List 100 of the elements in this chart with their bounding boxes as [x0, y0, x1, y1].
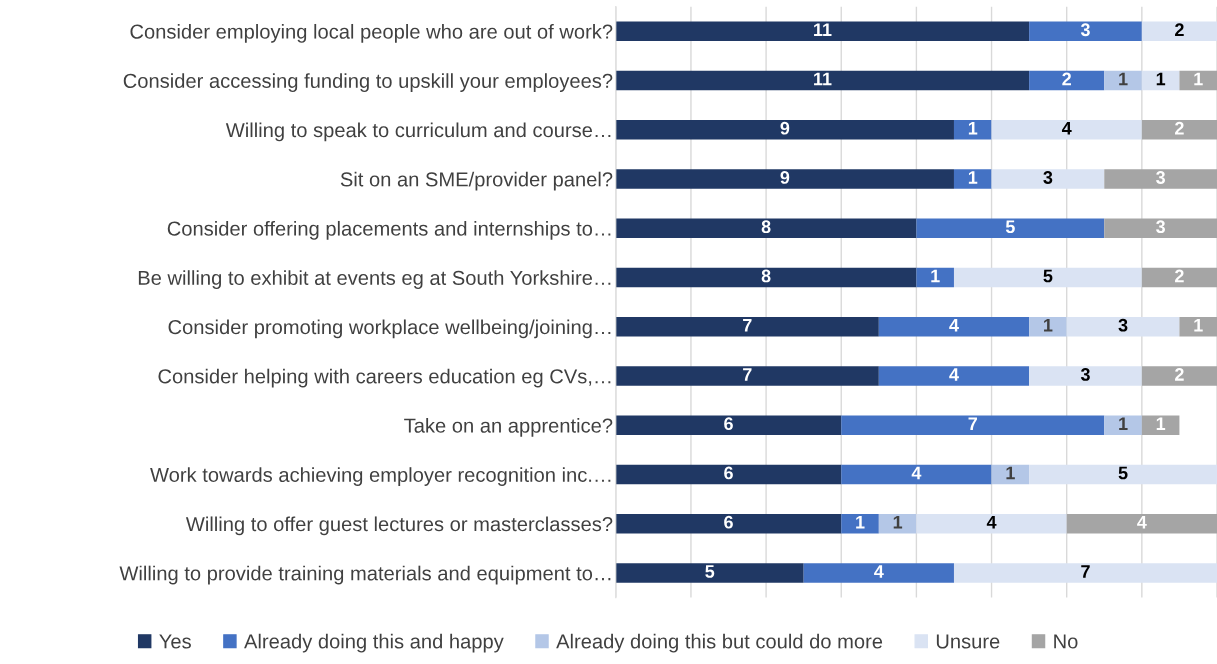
bar: [991, 169, 1105, 189]
bar: [615, 21, 1030, 42]
bar: [1029, 316, 1067, 337]
bar: [615, 119, 954, 140]
y-tick-label: Willing to speak to curriculum and course…: [225, 122, 611, 142]
bar: [1066, 513, 1217, 534]
data-label: 4: [986, 515, 997, 529]
data-label: 8: [761, 269, 771, 283]
bar: [1029, 70, 1105, 91]
data-label: 11: [814, 23, 832, 36]
data-label: 2: [1062, 72, 1071, 86]
y-tick-label: Consider offering placements and internships to…: [167, 220, 611, 240]
data-label: 1: [893, 515, 903, 529]
y-tick-label: Take on an apprentice?: [404, 417, 613, 437]
data-label: 4: [949, 368, 959, 381]
data-label: 2: [1175, 121, 1184, 135]
data-label: 1: [1119, 72, 1128, 86]
legend-label: Already doing this but could do more: [556, 633, 883, 653]
data-label: 3: [1118, 318, 1128, 332]
data-label: 1: [856, 515, 865, 529]
bar: [1141, 21, 1217, 42]
y-tick-label: Work towards achieving employer recognition inc.…: [150, 467, 611, 486]
data-label: 4: [1137, 515, 1147, 529]
bar: [615, 70, 1030, 91]
bar: [991, 119, 1142, 140]
bar: [1179, 316, 1217, 337]
bar: [1029, 366, 1142, 386]
legend-label: No: [1054, 634, 1078, 649]
bar: [878, 513, 917, 534]
data-label: 6: [724, 515, 733, 529]
data-label: 7: [1081, 565, 1090, 578]
data-label: 3: [1156, 171, 1166, 184]
bar: [841, 464, 992, 485]
bar: [1141, 415, 1180, 436]
legend-label: Yes: [159, 634, 191, 649]
data-label: 7: [743, 318, 752, 332]
bar: [953, 169, 992, 189]
bar: [615, 316, 879, 337]
legend-label: Already doing this and happy: [244, 633, 504, 653]
bar: [953, 119, 992, 140]
y-tick-label: Be willing to exhibit at events eg at South Yorkshire…: [138, 270, 611, 289]
data-label: 7: [968, 417, 977, 430]
y-tick-label: Consider promoting workplace wellbeing/joining…: [168, 319, 611, 339]
data-label: 5: [1005, 220, 1015, 234]
bar: [615, 267, 917, 288]
bar: [841, 415, 1105, 436]
bar: [1104, 70, 1142, 91]
bar: [1104, 169, 1217, 189]
data-label: 1: [931, 269, 940, 283]
bar: [615, 415, 842, 436]
y-tick-label: Sit on an SME/provider panel?: [340, 171, 613, 191]
y-tick-label: Consider accessing funding to upskill your employees?: [123, 73, 613, 92]
bar: [878, 366, 1030, 386]
bar: [953, 563, 1217, 583]
bar: [916, 267, 954, 288]
data-label: 1: [1044, 318, 1053, 332]
data-label: 1: [968, 122, 978, 135]
bar: [841, 513, 879, 534]
data-label: 3: [1043, 171, 1053, 184]
data-label: 1: [1194, 72, 1203, 86]
bar: [1104, 218, 1217, 239]
bar: [1179, 70, 1217, 91]
data-label: 1: [1119, 417, 1128, 430]
bar: [878, 316, 1030, 337]
bar: [1141, 366, 1217, 386]
data-label: 4: [949, 318, 959, 332]
data-label: 1: [1006, 466, 1015, 480]
bar: [1104, 415, 1142, 436]
data-label: 6: [724, 417, 733, 431]
data-label: 1: [1194, 318, 1203, 332]
data-label: 2: [1175, 23, 1184, 36]
bar: [1029, 464, 1217, 485]
bar: [615, 464, 842, 485]
bar: [1141, 119, 1217, 140]
data-label: 7: [743, 368, 752, 381]
y-tick-label: Consider helping with careers education eg CVs,…: [158, 368, 611, 388]
bar: [953, 267, 1142, 288]
bar: [803, 563, 954, 583]
data-label: 5: [1043, 269, 1053, 283]
data-label: 4: [911, 466, 922, 480]
bar: [1066, 316, 1180, 337]
bar: [916, 218, 1105, 239]
data-label: 3: [1080, 23, 1090, 37]
data-label: 3: [1156, 220, 1166, 234]
y-tick-label: Consider employing local people who are out of work?: [130, 23, 613, 43]
data-label: 4: [874, 565, 884, 578]
legend-label: Unsure: [936, 634, 1000, 649]
data-label: 1: [968, 171, 978, 184]
data-label: 11: [814, 72, 832, 86]
data-label: 5: [1118, 466, 1128, 480]
data-label: 2: [1175, 269, 1184, 283]
data-label: 8: [761, 220, 771, 234]
data-label: 5: [705, 565, 715, 578]
bar: [615, 218, 917, 239]
bar: [916, 513, 1067, 534]
y-tick-label: Willing to provide training materials and equipment to…: [119, 565, 611, 585]
y-tick-label: Willing to offer guest lectures or masterclasses?: [185, 516, 613, 536]
bar: [1029, 21, 1142, 42]
data-label: 9: [780, 171, 790, 184]
data-label: 2: [1175, 368, 1184, 381]
